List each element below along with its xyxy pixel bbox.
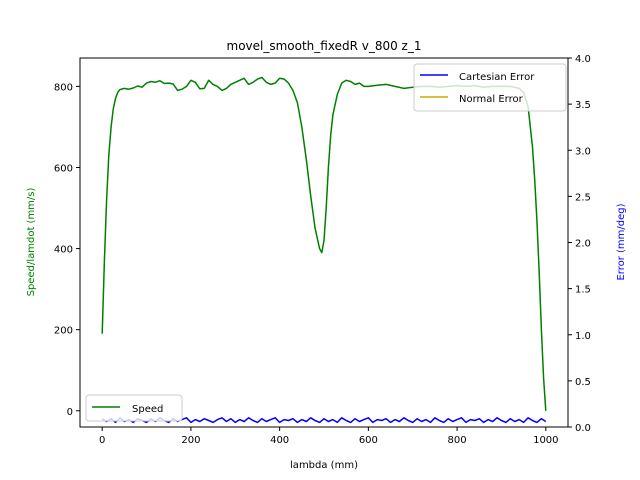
x-tick-label: 600 [359, 435, 378, 446]
y2-axis-label: Error (mm/deg) [616, 203, 627, 280]
y2-tick-label: 1.0 [575, 331, 591, 342]
x-tick-label: 800 [448, 435, 467, 446]
legend-left-box [85, 394, 183, 422]
y-axis-label: Speed/lamdot (mm/s) [26, 188, 37, 297]
chart-title: movel_smooth_fixedR v_800 z_1 [227, 39, 422, 53]
x-axis-label: lambda (mm) [290, 460, 358, 471]
legend-right: Cartesian Error Normal Error [413, 63, 567, 112]
x-tick-label: 0 [99, 435, 105, 446]
legend-label-speed: Speed [132, 404, 163, 415]
y-tick-label: 200 [54, 326, 73, 337]
y-tick-label: 400 [54, 245, 73, 256]
y2-tick-label: 0.5 [575, 377, 591, 388]
legend-label-cartesian-error: Cartesian Error [459, 72, 535, 83]
x-tick-label: 1000 [533, 435, 558, 446]
y-tick-label: 0 [67, 407, 73, 418]
y2-ticks: 0.0 0.5 1.0 1.5 2.0 2.5 3.0 3.5 4.0 [568, 54, 591, 434]
y2-tick-label: 3.5 [575, 100, 591, 111]
y-ticks: 0 200 400 600 800 [54, 82, 80, 418]
y2-tick-label: 2.0 [575, 239, 591, 250]
y2-tick-label: 4.0 [575, 54, 591, 65]
plot-frame [79, 57, 569, 428]
x-tick-label: 200 [181, 435, 200, 446]
legend-left: Speed [85, 394, 183, 422]
y-tick-label: 800 [54, 82, 73, 93]
x-ticks: 0 200 400 600 800 1000 [99, 427, 559, 446]
y2-tick-label: 3.0 [575, 146, 591, 157]
legend-label-normal-error: Normal Error [459, 94, 524, 105]
y-tick-label: 600 [54, 163, 73, 174]
y2-tick-label: 0.0 [575, 423, 591, 434]
y2-tick-label: 1.5 [575, 285, 591, 296]
legend-right-box [413, 63, 567, 112]
x-tick-label: 400 [270, 435, 289, 446]
y2-tick-label: 2.5 [575, 192, 591, 203]
